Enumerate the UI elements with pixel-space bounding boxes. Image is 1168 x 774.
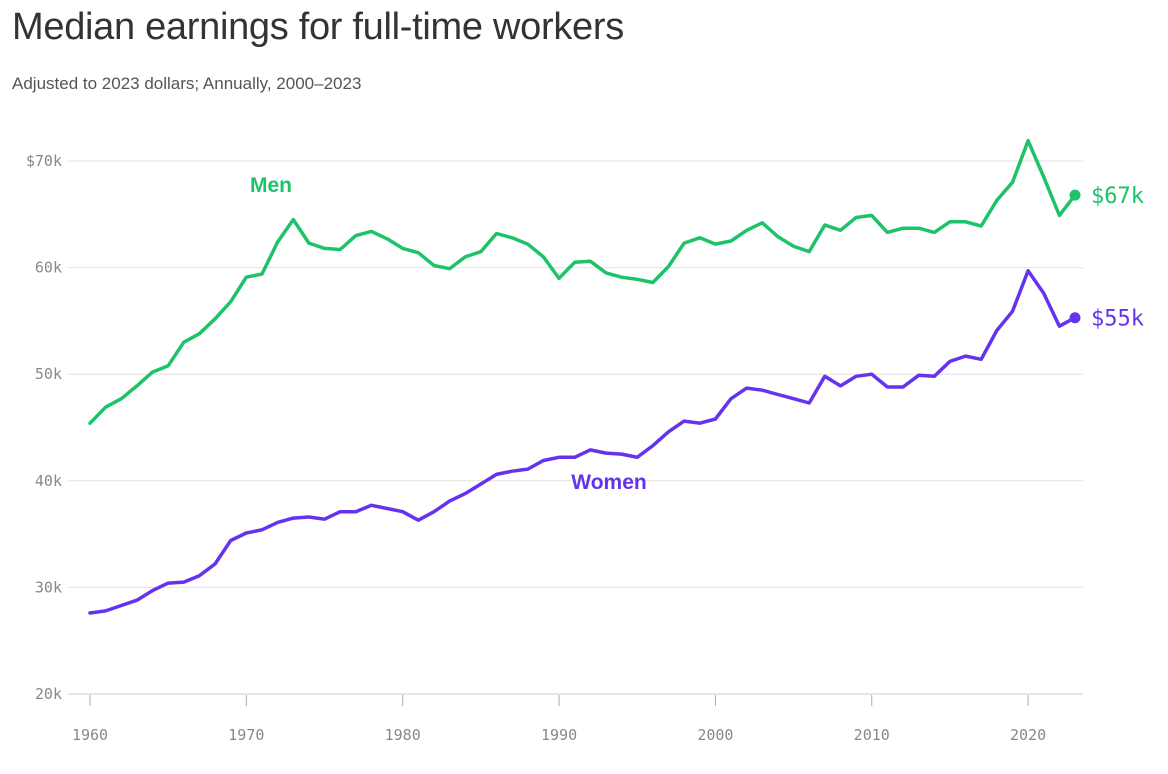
- series-labels: $67k Men $55k Women: [250, 174, 1144, 494]
- y-tick-label: 40k: [35, 472, 62, 490]
- x-tick-label: 1990: [541, 726, 577, 744]
- chart-title: Median earnings for full-time workers: [12, 6, 624, 48]
- x-axis: 1960 1970 1980 1990 2000 2010 2020: [72, 695, 1046, 744]
- x-tick-label: 1980: [385, 726, 421, 744]
- end-point-women: [1069, 312, 1081, 324]
- x-tick-label: 2000: [697, 726, 733, 744]
- series-line-women: [88, 269, 1077, 615]
- x-tick-label: 1960: [72, 726, 108, 744]
- y-axis-ticks: 20k 30k 40k 50k 60k $70k: [26, 152, 62, 703]
- chart-subtitle: Adjusted to 2023 dollars; Annually, 2000…: [12, 74, 362, 93]
- y-tick-label: $70k: [26, 152, 62, 170]
- x-tick-label: 2010: [854, 726, 890, 744]
- series-label-women: Women: [571, 471, 646, 494]
- end-value-label-women: $55k: [1091, 307, 1144, 332]
- gridlines: [68, 160, 1083, 695]
- y-tick-label: 50k: [35, 365, 62, 383]
- end-value-label-men: $67k: [1091, 184, 1144, 209]
- series-lines: [88, 138, 1081, 615]
- x-tick-label: 1970: [228, 726, 264, 744]
- series-line-men: [88, 138, 1077, 425]
- x-tick-label: 2020: [1010, 726, 1046, 744]
- y-tick-label: 60k: [35, 259, 62, 277]
- y-tick-label: 20k: [35, 685, 62, 703]
- end-point-men: [1069, 189, 1081, 201]
- y-tick-label: 30k: [35, 578, 62, 596]
- series-label-men: Men: [250, 174, 292, 197]
